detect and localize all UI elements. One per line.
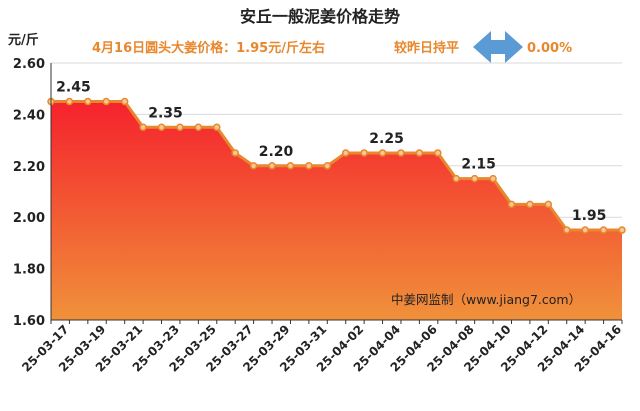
chart-title: 安丘一般泥姜价格走势 [240,7,400,26]
data-point [305,162,313,170]
data-point [65,97,74,106]
data-point [507,200,516,209]
y-tick-label: 1.60 [13,314,45,329]
y-axis-unit: 元/斤 [8,32,39,48]
data-point [157,123,166,131]
area-fill [51,101,622,320]
y-tick-label: 2.20 [13,160,45,175]
data-point [194,123,203,131]
data-point [452,174,460,183]
data-point [323,162,332,170]
data-point [102,97,111,106]
data-point [434,149,442,157]
data-point [397,149,405,157]
data-label: 1.95 [572,208,607,224]
plot-area: 1.601.802.002.202.402.6025-03-1725-03-19… [13,57,626,375]
data-point [544,200,553,209]
price-subtitle: 4月16日圆头大姜价格：1.95元/斤左右 [92,40,325,56]
y-tick-label: 2.00 [13,211,45,226]
y-tick-label: 2.60 [13,57,45,72]
data-point [341,149,350,157]
double-arrow-icon [473,31,523,63]
data-point [470,174,479,183]
data-label: 2.20 [259,144,294,160]
data-label: 2.45 [56,80,91,96]
watermark: 中姜网监制（www.jiang7.com） [391,292,581,307]
data-point [360,149,368,157]
data-label: 2.35 [148,105,183,121]
y-tick-label: 2.40 [13,108,45,123]
data-point [268,162,276,170]
data-point [581,226,589,234]
data-point [176,123,184,131]
data-point [526,200,534,209]
data-point [213,123,221,131]
data-point [286,162,295,170]
data-label: 2.25 [369,131,404,147]
data-point [249,162,258,170]
data-point [231,149,239,157]
data-point [84,97,92,106]
data-point [139,123,147,131]
data-point [599,226,608,234]
data-point [562,226,571,234]
data-point [378,149,387,157]
change-percent: 0.00% [527,41,572,56]
data-point [489,174,497,183]
compare-subtitle: 较昨日持平 [394,40,459,56]
data-label: 2.15 [461,157,496,173]
data-point [618,226,626,234]
y-tick-label: 1.80 [13,263,45,278]
data-point [120,97,129,106]
data-point [415,149,424,157]
